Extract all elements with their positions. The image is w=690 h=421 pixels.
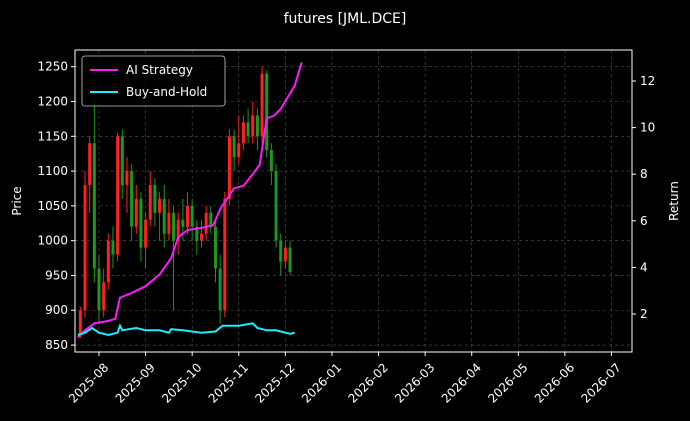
y2-axis-label: Return [667, 181, 681, 221]
candle-body [83, 184, 87, 311]
legend-box [81, 55, 226, 107]
candle-body [237, 143, 241, 158]
candle-body [134, 198, 138, 227]
candle-body [153, 184, 157, 213]
y2-tick-label: 8 [640, 167, 648, 181]
y2-tick-label: 10 [640, 121, 655, 135]
candle-body [78, 310, 82, 335]
candle-body [218, 268, 222, 311]
candle-body [92, 143, 96, 269]
y-tick-label: 900 [45, 303, 68, 317]
x-tick-label: 2025-10 [159, 360, 204, 405]
y2-tick-label: 6 [640, 214, 648, 228]
candle-body [97, 268, 101, 311]
candle-body [148, 184, 152, 220]
candle-body [88, 143, 92, 185]
x-tick-label: 2026-05 [485, 360, 530, 405]
candle-body [176, 219, 180, 241]
candle-body [288, 247, 292, 272]
candle-body [246, 122, 250, 137]
candle-body [167, 212, 171, 234]
x-tick-label: 2026-07 [578, 360, 623, 405]
candle-body [251, 115, 255, 137]
candle-body [190, 205, 194, 227]
candle-body [144, 219, 148, 248]
candle-body [279, 240, 283, 262]
y-tick-label: 850 [45, 338, 68, 352]
y-tick-label: 1000 [37, 234, 68, 248]
line-series [77, 62, 303, 339]
candle-body [223, 198, 227, 311]
x-tick-label: 2026-01 [299, 360, 344, 405]
line-series [77, 322, 295, 337]
y-tick-label: 1200 [37, 94, 68, 108]
y2-tick-label: 12 [640, 74, 655, 88]
candle-body [255, 115, 259, 137]
candle-body [227, 136, 231, 199]
candle-body [204, 212, 208, 234]
y-axis-label: Price [10, 186, 24, 215]
candle-body [265, 73, 269, 151]
y-tick-label: 1050 [37, 199, 68, 213]
y2-tick-label: 2 [640, 307, 648, 321]
x-tick-label: 2026-03 [392, 360, 437, 405]
candle-body [241, 122, 245, 144]
legend-label: AI Strategy [126, 63, 193, 77]
candle-body [116, 136, 120, 255]
candle-body [232, 136, 236, 158]
candle-body [102, 282, 106, 311]
x-tick-label: 2025-08 [66, 360, 111, 405]
candle-body [269, 150, 273, 172]
x-tick-label: 2025-11 [206, 360, 251, 405]
candle-body [158, 198, 162, 213]
y-tick-label: 1250 [37, 60, 68, 74]
candle-body [111, 240, 115, 255]
y2-tick-label: 4 [640, 260, 648, 274]
x-tick-label: 2026-02 [346, 360, 391, 405]
candle-body [274, 171, 278, 241]
candle-body [209, 212, 213, 227]
candle-body [195, 226, 199, 241]
y-tick-label: 1150 [37, 129, 68, 143]
candle-body [186, 205, 190, 227]
candle-body [213, 226, 217, 269]
candle-body [283, 247, 287, 262]
candle-body [139, 198, 143, 248]
candle-body [199, 233, 203, 241]
plot-frame [74, 49, 633, 353]
candle-body [162, 198, 166, 234]
candle-body [130, 171, 134, 227]
legend-label: Buy-and-Hold [126, 85, 207, 99]
x-tick-label: 2025-12 [252, 360, 297, 405]
candle-body [120, 136, 124, 185]
candle-body [172, 212, 176, 241]
y-tick-label: 1100 [37, 164, 68, 178]
x-tick-label: 2025-09 [113, 360, 158, 405]
candle-body [125, 171, 129, 185]
x-tick-label: 2026-06 [532, 360, 577, 405]
y-tick-label: 950 [45, 268, 68, 282]
x-tick-label: 2026-04 [439, 360, 484, 405]
candle-body [181, 219, 185, 227]
candle-body [260, 73, 264, 137]
candle-body [106, 240, 110, 283]
chart-title: futures [JML.DCE] [284, 11, 407, 27]
